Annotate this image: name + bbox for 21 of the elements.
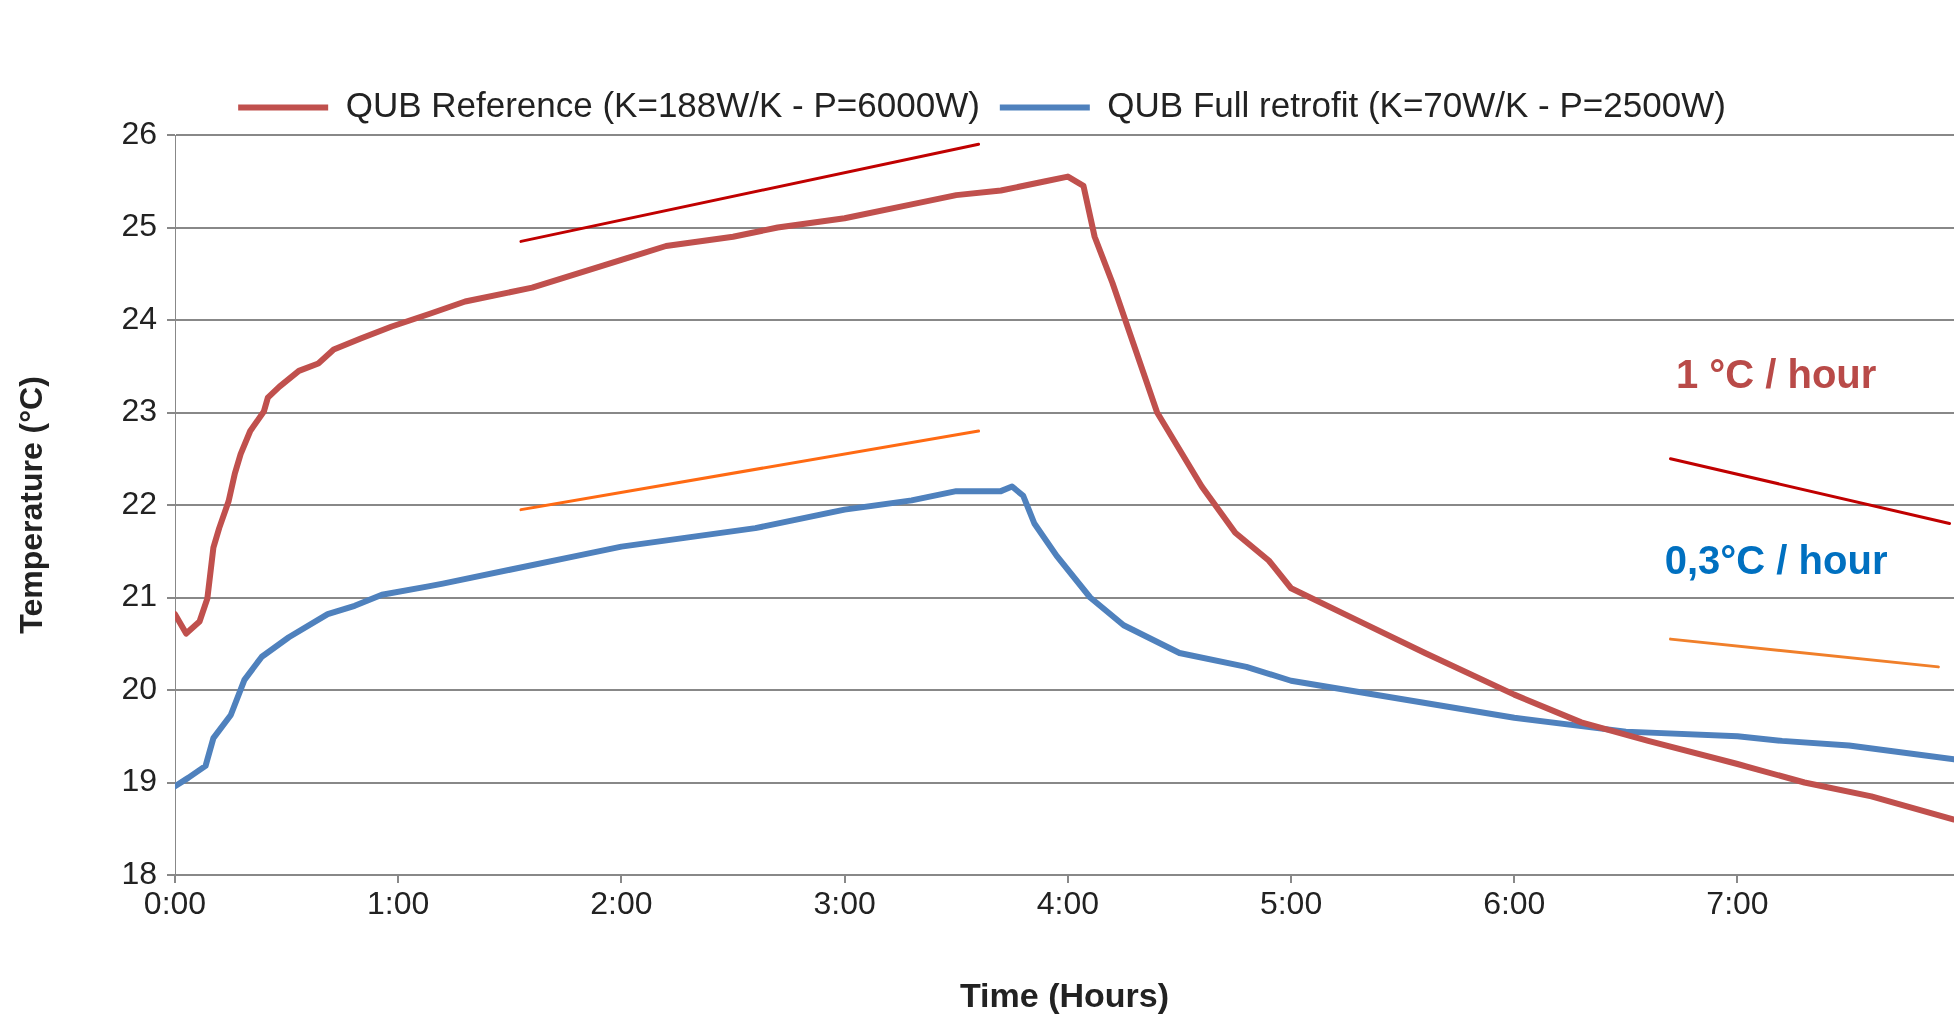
x-axis-title: Time (Hours) <box>959 975 1170 1014</box>
y-tick-label: 24 <box>121 299 157 336</box>
y-tick-label: 22 <box>121 484 157 521</box>
x-tick-label: 2:00 <box>590 885 653 922</box>
annotation: 1 °C / hour <box>1675 352 1877 397</box>
x-tick-label: 3:00 <box>813 885 876 922</box>
y-tick-label: 19 <box>121 762 157 799</box>
x-tick-label: 4:00 <box>1036 885 1099 922</box>
x-tick-label: 6:00 <box>1483 885 1546 922</box>
y-tick-label: 20 <box>121 669 157 706</box>
y-tick-label: 26 <box>121 114 157 151</box>
legend-label: QUB Reference (K=188W/K - P=6000W) <box>345 85 980 125</box>
y-axis-title: Temperature (°C) <box>13 376 50 634</box>
x-tick-label: 5:00 <box>1259 885 1323 922</box>
y-tick-label: 23 <box>121 392 157 429</box>
x-tick-label: 7:00 <box>1706 885 1769 922</box>
annotation: 0,3°C / hour <box>1664 537 1888 582</box>
y-tick-label: 21 <box>121 577 157 614</box>
legend-label: QUB Full retrofit (K=70W/K - P=2500W) <box>1107 85 1726 125</box>
y-tick-label: 25 <box>121 207 157 244</box>
x-tick-label: 1:00 <box>367 885 430 922</box>
